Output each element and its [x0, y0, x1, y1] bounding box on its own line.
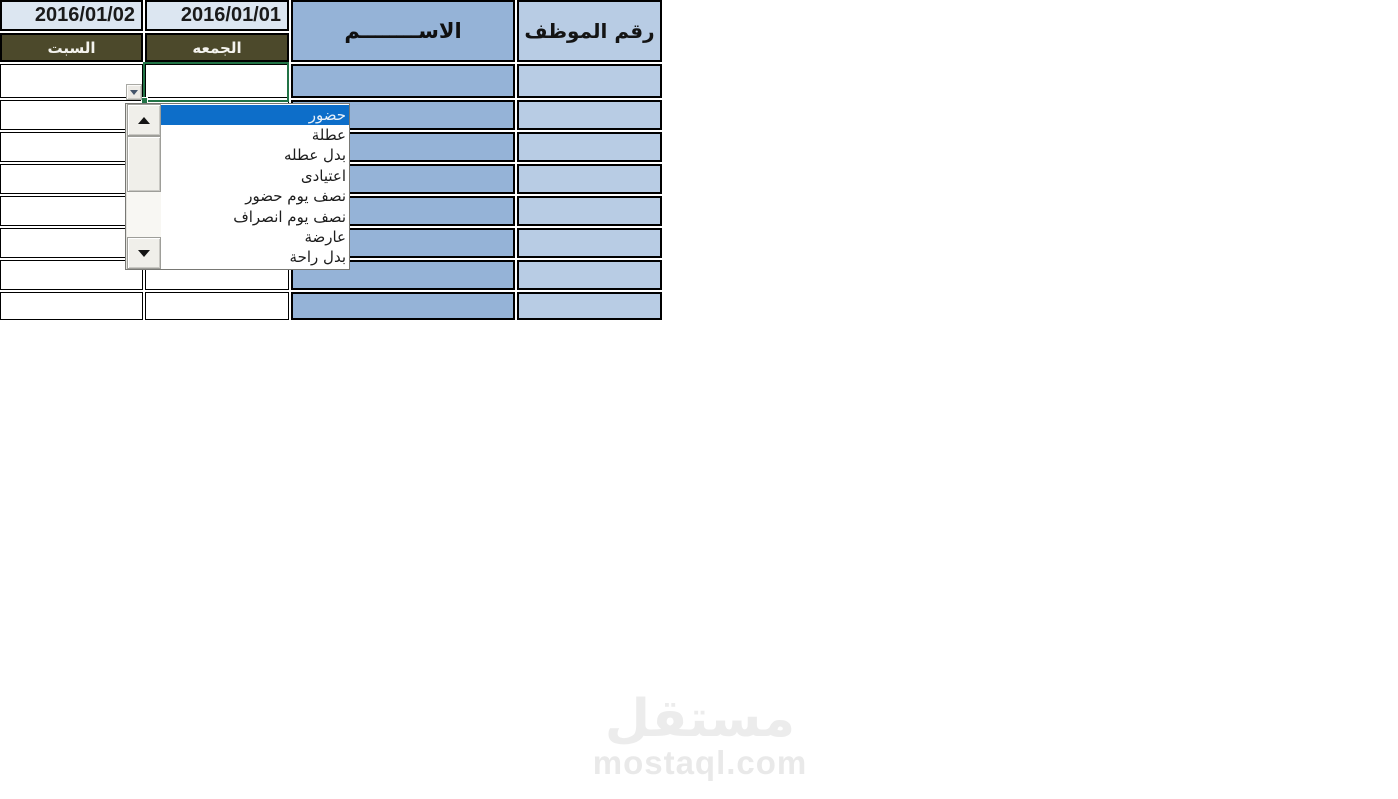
cell-saturday[interactable]: [0, 164, 143, 194]
dropdown-item[interactable]: عارضة: [304, 227, 346, 246]
dropdown-item[interactable]: عطلة: [311, 126, 346, 145]
dropdown-item[interactable]: بدل راحة: [289, 248, 346, 267]
watermark-domain: mostaql.com: [592, 744, 808, 782]
dropdown-item[interactable]: نصف يوم حضور: [245, 187, 346, 206]
watermark-logo: مستقل: [604, 689, 796, 749]
watermark: مستقل mostaql.com: [593, 688, 808, 782]
scroll-up-button[interactable]: [127, 104, 161, 136]
cell-saturday[interactable]: [0, 132, 143, 162]
chevron-down-icon: [130, 89, 138, 95]
scrollbar-track[interactable]: [127, 192, 161, 237]
validation-dropdown-list: حضور عطلة بدل عطله اعتيادى نصف يوم حضور …: [125, 103, 350, 270]
scroll-down-button[interactable]: [127, 237, 161, 269]
arrow-up-icon: [138, 116, 150, 124]
dropdown-item[interactable]: حضور: [161, 105, 349, 126]
cell-employee-number[interactable]: [517, 164, 662, 194]
header-name[interactable]: الاســــــــم: [291, 0, 515, 62]
cell-name[interactable]: [291, 292, 515, 320]
header-day-friday[interactable]: الجمعه: [145, 33, 289, 62]
cell-dropdown-button[interactable]: [126, 84, 142, 100]
cell-employee-number[interactable]: [517, 132, 662, 162]
header-day-saturday[interactable]: السبت: [0, 33, 143, 62]
dropdown-scrollbar[interactable]: [126, 104, 161, 269]
dropdown-item[interactable]: بدل عطله: [284, 146, 346, 165]
dropdown-items: حضور عطلة بدل عطله اعتيادى نصف يوم حضور …: [161, 104, 349, 269]
cell-saturday[interactable]: [0, 196, 143, 226]
header-employee-number[interactable]: رقم الموظف: [517, 0, 662, 62]
cell-employee-number[interactable]: [517, 292, 662, 320]
arrow-down-icon: [138, 249, 150, 257]
cell-name[interactable]: [291, 64, 515, 98]
dropdown-item[interactable]: نصف يوم انصراف: [233, 207, 346, 226]
cell-employee-number[interactable]: [517, 196, 662, 226]
dropdown-item[interactable]: اعتيادى: [300, 166, 346, 185]
cell-employee-number[interactable]: [517, 228, 662, 258]
cell-saturday[interactable]: [0, 228, 143, 258]
cell-saturday[interactable]: [0, 100, 143, 130]
cell-saturday[interactable]: [0, 260, 143, 290]
cell-friday-active[interactable]: [145, 64, 289, 98]
cell-employee-number[interactable]: [517, 260, 662, 290]
scrollbar-thumb[interactable]: [127, 136, 161, 192]
header-date-saturday[interactable]: 2016/01/02: [0, 0, 143, 31]
cell-friday[interactable]: [145, 292, 289, 320]
header-date-friday[interactable]: 2016/01/01: [145, 0, 289, 31]
cell-saturday[interactable]: [0, 64, 143, 98]
cell-saturday[interactable]: [0, 292, 143, 320]
cell-employee-number[interactable]: [517, 64, 662, 98]
cell-employee-number[interactable]: [517, 100, 662, 130]
